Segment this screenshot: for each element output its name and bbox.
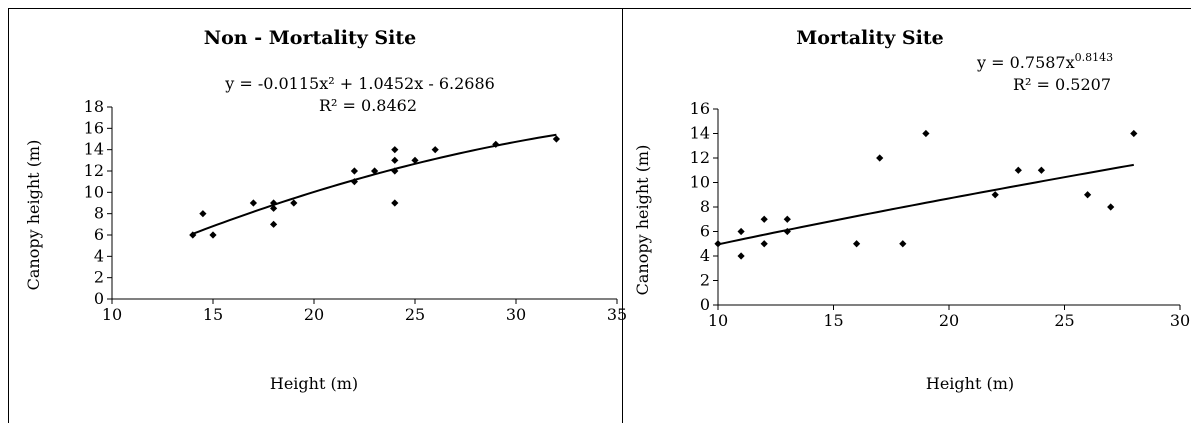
y-tick-label: 10	[84, 182, 104, 201]
data-point	[432, 146, 439, 153]
y-tick-label: 6	[94, 225, 104, 244]
data-point	[1130, 130, 1137, 137]
chart-title: Mortality Site	[796, 27, 943, 49]
y-tick-label: 2	[700, 271, 710, 290]
y-tick-label: 6	[700, 222, 710, 241]
x-tick-label: 30	[506, 305, 526, 324]
data-point	[738, 228, 745, 235]
data-point	[992, 191, 999, 198]
data-point	[250, 199, 257, 206]
x-axis-label: Height (m)	[270, 374, 358, 393]
x-tick-label: 25	[1054, 311, 1074, 330]
x-tick-label: 10	[102, 305, 122, 324]
trendline	[193, 135, 557, 234]
chart-title: Non - Mortality Site	[204, 27, 416, 49]
trendline-equation: y = 0.7587x0.8143	[976, 51, 1113, 72]
x-axis-label: Height (m)	[926, 374, 1014, 393]
data-point	[853, 240, 860, 247]
data-point	[351, 167, 358, 174]
x-tick-label: 20	[304, 305, 324, 324]
r-squared-label: R² = 0.5207	[1013, 75, 1111, 94]
data-point	[270, 221, 277, 228]
data-point	[290, 199, 297, 206]
y-tick-label: 14	[84, 140, 104, 159]
y-tick-label: 16	[690, 99, 710, 118]
data-point	[209, 231, 216, 238]
chart-panel-non-mortality: Non - Mortality Site y = -0.0115x² + 1.0…	[24, 27, 627, 393]
y-tick-label: 14	[690, 124, 710, 143]
data-point	[922, 130, 929, 137]
data-points	[189, 135, 560, 238]
x-ticks: 10 15 20 25 30 35	[102, 299, 627, 324]
data-point	[1038, 167, 1045, 174]
data-point	[876, 154, 883, 161]
y-axis-label: Canopy height (m)	[633, 145, 652, 296]
x-tick-label: 35	[607, 305, 627, 324]
data-point	[784, 216, 791, 223]
data-point	[761, 240, 768, 247]
data-point	[1084, 191, 1091, 198]
data-point	[738, 252, 745, 259]
y-axis-label: Canopy height (m)	[24, 140, 43, 291]
y-tick-label: 8	[700, 197, 710, 216]
y-tick-label: 4	[94, 246, 104, 265]
r-squared-label: R² = 0.8462	[319, 96, 417, 115]
equation-exponent: 0.8143	[1075, 51, 1114, 64]
y-tick-label: 10	[690, 173, 710, 192]
x-tick-label: 10	[708, 311, 728, 330]
data-point	[553, 135, 560, 142]
x-tick-label: 30	[1170, 311, 1190, 330]
y-tick-label: 12	[84, 161, 104, 180]
x-tick-label: 15	[203, 305, 223, 324]
axes	[112, 107, 617, 299]
x-ticks: 10 15 20 25 30	[708, 305, 1190, 330]
y-tick-label: 16	[84, 118, 104, 137]
y-tick-label: 18	[84, 97, 104, 116]
x-tick-label: 25	[405, 305, 425, 324]
data-point	[1107, 203, 1114, 210]
data-point	[899, 240, 906, 247]
data-points	[714, 130, 1137, 260]
x-tick-label: 20	[939, 311, 959, 330]
data-point	[391, 157, 398, 164]
y-tick-label: 8	[94, 204, 104, 223]
y-tick-label: 2	[94, 268, 104, 287]
equation-base: y = 0.7587x	[976, 53, 1075, 72]
data-point	[391, 146, 398, 153]
trendline	[718, 165, 1134, 245]
trendline-equation: y = -0.0115x² + 1.0452x - 6.2686	[224, 74, 495, 93]
chart-panel-mortality: Mortality Site y = 0.7587x0.8143 R² = 0.…	[633, 27, 1190, 393]
data-point	[761, 216, 768, 223]
data-point	[714, 240, 721, 247]
data-point	[391, 199, 398, 206]
y-tick-label: 4	[700, 246, 710, 265]
data-point	[199, 210, 206, 217]
x-tick-label: 15	[823, 311, 843, 330]
y-tick-label: 12	[690, 148, 710, 167]
data-point	[1015, 167, 1022, 174]
